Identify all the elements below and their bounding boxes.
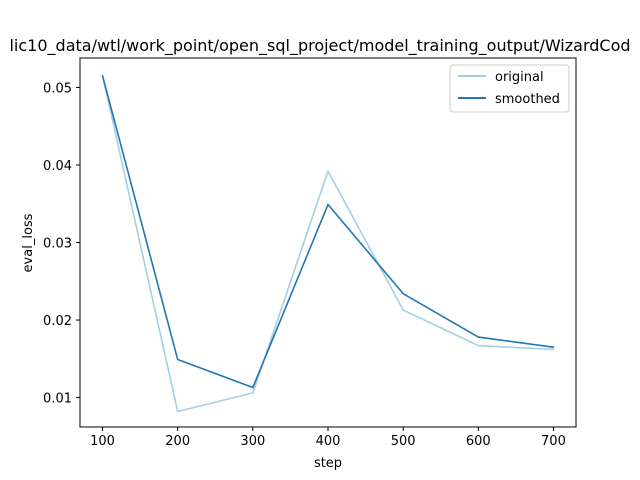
x-tick-label: 500	[391, 434, 416, 449]
data-point-original	[552, 348, 555, 351]
data-point-smoothed	[176, 358, 179, 361]
x-tick-label: 100	[90, 434, 115, 449]
data-point-smoothed	[327, 203, 329, 206]
series-layer	[101, 75, 555, 413]
data-point-original	[477, 344, 480, 347]
legend-label-original: original	[495, 70, 544, 85]
data-point-smoothed	[477, 336, 480, 338]
y-tick-label: 0.03	[43, 237, 72, 252]
y-tick-label: 0.04	[43, 159, 72, 174]
data-point-original	[252, 392, 254, 394]
legend-label-smoothed: smoothed	[495, 92, 560, 107]
y-axis-ticks: 0.01 0.02 0.03 0.04 0.05	[43, 81, 80, 407]
data-point-smoothed	[101, 75, 104, 77]
data-point-original	[402, 309, 404, 311]
data-point-smoothed	[402, 292, 404, 295]
x-tick-label: 400	[316, 434, 341, 449]
legend: original smoothed	[449, 64, 570, 113]
y-axis-label: eval_loss	[21, 213, 36, 272]
x-axis-ticks: 100 200 300 400 500 600 700	[90, 427, 566, 449]
x-tick-label: 200	[165, 434, 190, 449]
y-tick-label: 0.05	[43, 81, 72, 96]
x-axis-label: step	[314, 456, 342, 471]
chart-title: lic10_data/wtl/work_point/open_sql_proje…	[9, 36, 630, 56]
data-point-original	[327, 170, 329, 172]
y-tick-label: 0.01	[43, 392, 72, 407]
data-point-smoothed	[552, 346, 555, 348]
data-point-smoothed	[252, 386, 254, 389]
x-tick-label: 600	[466, 434, 491, 449]
x-tick-label: 700	[541, 434, 566, 449]
data-point-original	[176, 410, 179, 413]
y-tick-label: 0.02	[43, 314, 72, 329]
x-tick-label: 300	[240, 434, 265, 449]
